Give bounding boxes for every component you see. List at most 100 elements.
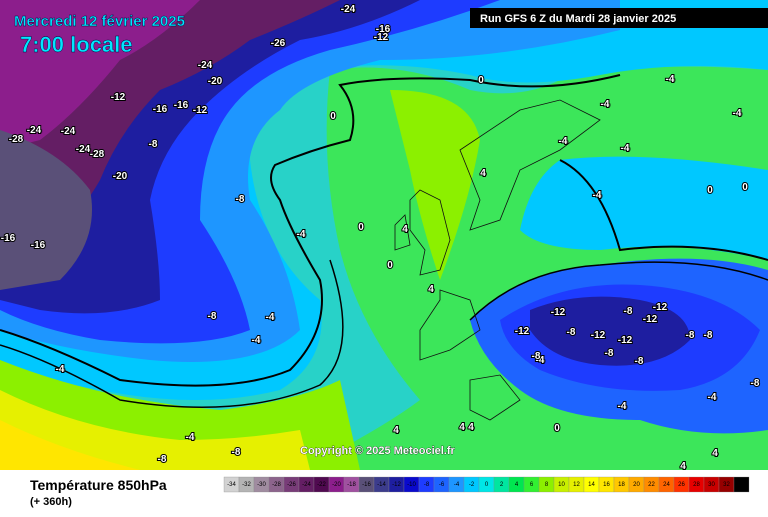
contour-label: -24 xyxy=(341,4,356,15)
contour-label: -8 xyxy=(158,454,167,465)
scale-label: -24 xyxy=(302,482,311,488)
contour-label: 4 xyxy=(680,461,686,472)
contour-label: -12 xyxy=(111,92,126,103)
contour-label: -12 xyxy=(551,307,566,318)
scale-label: -20 xyxy=(332,482,341,488)
contour-label: 0 xyxy=(387,260,393,271)
contour-label: 0 xyxy=(742,182,748,193)
contour-label: 4 xyxy=(428,284,434,295)
contour-label: -4 xyxy=(666,74,675,85)
scale-label: 32 xyxy=(723,482,730,488)
contour-label: -4 xyxy=(708,392,717,403)
scale-label: 12 xyxy=(573,482,580,488)
contour-label: -4 xyxy=(266,312,275,323)
copyright: Copyright © 2025 Meteociel.fr xyxy=(300,445,456,457)
contour-label: -16 xyxy=(153,104,168,115)
contour-label: 0 xyxy=(358,222,364,233)
contour-label: -4 xyxy=(56,364,65,375)
scale-label: -4 xyxy=(454,482,460,488)
temperature-field: -24-16-12-26-24-20-12-16 -16 -12-28-24 -24-… xyxy=(0,0,768,472)
contour-label: -12 xyxy=(374,32,389,43)
time: 7:00 locale xyxy=(20,32,133,57)
scale-label: -34 xyxy=(227,482,236,488)
lead-time: (+ 360h) xyxy=(30,496,72,508)
contour-label: -8 xyxy=(686,330,695,341)
contour-label: -4 xyxy=(186,432,195,443)
contour-label: 4 xyxy=(393,425,399,436)
contour-label: 0 xyxy=(478,75,484,86)
contour-label: -24 xyxy=(61,126,76,137)
contour-label: -8 xyxy=(567,327,576,338)
scale-label: -8 xyxy=(424,482,430,488)
contour-label: -4 xyxy=(601,99,610,110)
contour-label: -4 xyxy=(297,229,306,240)
scale-swatch xyxy=(733,476,750,493)
scale-label: -2 xyxy=(469,482,475,488)
scale-label: 4 xyxy=(515,482,519,488)
contour-label: -8 xyxy=(236,194,245,205)
contour-label: -12 xyxy=(591,330,606,341)
contour-label: -12 xyxy=(643,314,658,325)
contour-label: -4 xyxy=(559,136,568,147)
contour-label: -12 xyxy=(653,302,668,313)
scale-label: 20 xyxy=(633,482,640,488)
contour-label: 0 xyxy=(707,185,713,196)
scale-label: 0 xyxy=(485,482,489,488)
run-info: Run GFS 6 Z du Mardi 28 janvier 2025 xyxy=(480,13,676,25)
scale-label: -32 xyxy=(242,482,251,488)
contour-label: 4 xyxy=(402,224,408,235)
contour-label: -16 xyxy=(174,100,189,111)
scale-label: -26 xyxy=(287,482,296,488)
contour-label: -24 xyxy=(198,60,213,71)
scale-label: 14 xyxy=(588,482,595,488)
contour-label: -28 xyxy=(90,149,105,160)
scale-label: -30 xyxy=(257,482,266,488)
contour-label: -12 xyxy=(515,326,530,337)
scale-label: 2 xyxy=(500,482,504,488)
contour-label: -4 xyxy=(536,355,545,366)
scale-label: -22 xyxy=(317,482,326,488)
scale-label: 8 xyxy=(545,482,549,488)
contour-label: -16 xyxy=(1,233,16,244)
scale-label: 6 xyxy=(530,482,534,488)
contour-label: -8 xyxy=(532,351,541,362)
contour-label: 4 xyxy=(468,422,474,433)
contour-label: -12 xyxy=(193,105,208,116)
contour-label: -4 xyxy=(621,143,630,154)
scale-label: -12 xyxy=(392,482,401,488)
contour-label: -4 xyxy=(733,108,742,119)
scale-label: 28 xyxy=(693,482,700,488)
contour-label: -16 xyxy=(376,24,391,35)
scale-label: 24 xyxy=(663,482,670,488)
contour-label: 4 xyxy=(459,422,465,433)
date: Mercredi 12 février 2025 xyxy=(14,13,185,30)
scale-label: 16 xyxy=(603,482,610,488)
contour-label: -12 xyxy=(618,335,633,346)
scale-label: -6 xyxy=(439,482,445,488)
scale-label: 30 xyxy=(708,482,715,488)
contour-label: -8 xyxy=(624,306,633,317)
scale-label: 18 xyxy=(618,482,625,488)
variable: Température 850hPa xyxy=(30,477,167,493)
scale-label: 26 xyxy=(678,482,685,488)
contour-label: -26 xyxy=(271,38,286,49)
contour-label: -28 xyxy=(9,134,24,145)
contour-label: -8 xyxy=(605,348,614,359)
contour-label: -24 xyxy=(76,144,91,155)
contour-label: -8 xyxy=(751,378,760,389)
scale-label: -18 xyxy=(347,482,356,488)
contour-label: 4 xyxy=(480,168,486,179)
contour-label: -16 xyxy=(31,240,46,251)
contour-label: -8 xyxy=(208,311,217,322)
contour-label: 4 xyxy=(712,448,718,459)
scale-label: 10 xyxy=(558,482,565,488)
scale-label: 22 xyxy=(648,482,655,488)
contour-label: -8 xyxy=(149,139,158,150)
contour-label: -20 xyxy=(208,76,223,87)
scale-label: -16 xyxy=(362,482,371,488)
scale-label: 34 xyxy=(738,482,745,488)
run-bar xyxy=(470,8,768,28)
contour-label: -8 xyxy=(635,356,644,367)
contour-label: 0 xyxy=(554,423,560,434)
